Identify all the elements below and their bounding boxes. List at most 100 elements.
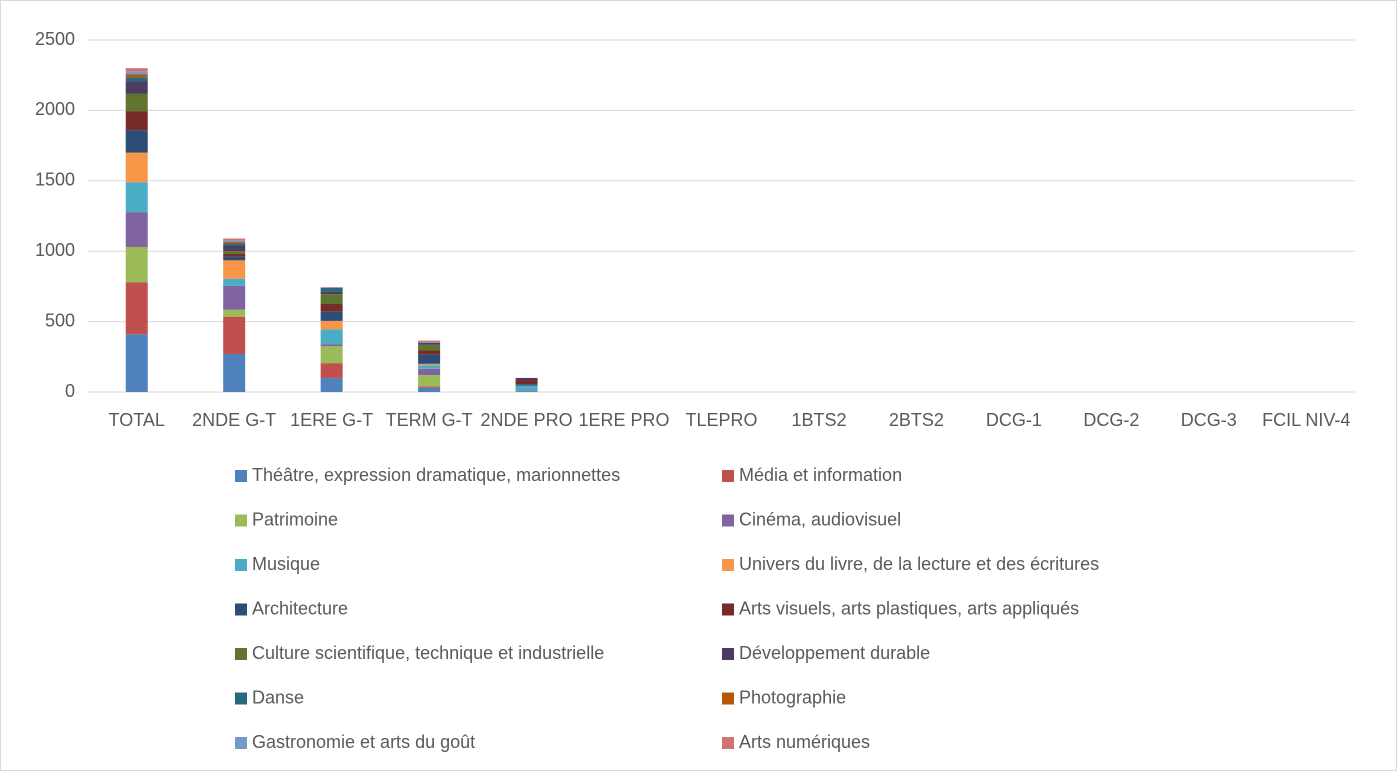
bar-segment [223, 240, 246, 243]
bar-segment [223, 353, 246, 392]
bar-segment [418, 365, 441, 369]
bar-segment [223, 238, 246, 241]
legend-swatch [722, 737, 734, 749]
bar-segment [223, 242, 246, 244]
legend-label: Gastronomie et arts du goût [252, 732, 475, 752]
bar-segment [223, 316, 246, 354]
legend-swatch [235, 559, 247, 571]
bar-segment [320, 287, 343, 292]
y-tick-label: 2000 [35, 99, 75, 119]
legend-swatch [235, 737, 247, 749]
bar-segment [515, 390, 538, 392]
bar-segment [515, 384, 538, 386]
legend-swatch [722, 692, 734, 705]
bar-segment [125, 246, 148, 283]
bar-segment [223, 309, 246, 317]
y-tick-label: 1000 [35, 240, 75, 260]
bar-segment [515, 391, 538, 392]
bar-segment [515, 377, 538, 381]
bar-segment [418, 386, 441, 388]
bar-segment [418, 387, 441, 392]
bar-segment [418, 354, 441, 364]
x-tick-label: 2BTS2 [889, 410, 944, 430]
legend-label: Photographie [739, 687, 846, 707]
bar-segment [418, 342, 441, 343]
bar-segment [320, 287, 343, 288]
bar-segment [125, 74, 148, 78]
bar-segment [223, 245, 246, 252]
legend-swatch [235, 470, 247, 482]
legend-swatch [235, 692, 247, 705]
legend-label: Développement durable [739, 643, 930, 663]
bar-segment [223, 278, 246, 286]
bar-segment [418, 342, 441, 345]
legend-label: Culture scientifique, technique et indus… [252, 643, 604, 663]
bar-segment [320, 311, 343, 321]
bar-segment [125, 182, 148, 213]
legend-label: Arts visuels, arts plastiques, arts appl… [739, 598, 1079, 618]
bar-segment [223, 254, 246, 257]
legend-swatch [722, 559, 734, 571]
x-tick-label: FCIL NIV-4 [1262, 410, 1350, 430]
legend-swatch [235, 603, 247, 616]
bar-segment [125, 93, 148, 112]
bar-segment [320, 363, 343, 378]
x-tick-label: 1ERE PRO [579, 410, 670, 430]
bar-segment [320, 377, 343, 392]
bar-segment [320, 294, 343, 304]
bar-segment [418, 340, 441, 343]
x-tick-label: 2NDE G-T [192, 410, 276, 430]
legend-label: Univers du livre, de la lecture et des é… [739, 554, 1099, 574]
bar-segment [223, 256, 246, 261]
x-tick-label: TOTAL [109, 410, 165, 430]
bar-segment [125, 152, 148, 183]
bar-segment [223, 251, 246, 255]
legend-swatch [722, 603, 734, 616]
legend-swatch [722, 470, 734, 482]
bar-segment [125, 77, 148, 82]
bar-segment [125, 282, 148, 335]
legend-label: Musique [252, 554, 320, 574]
y-tick-label: 500 [45, 310, 75, 330]
x-tick-label: TERM G-T [386, 410, 473, 430]
bar-segment [418, 350, 441, 355]
legend-label: Architecture [252, 598, 348, 618]
legend-swatch [235, 514, 247, 527]
x-tick-label: 1BTS2 [791, 410, 846, 430]
bar-segment [223, 260, 246, 279]
bar-segment [320, 346, 343, 364]
bar-segment [125, 71, 148, 75]
bar-segment [320, 344, 343, 347]
bar-segment [418, 363, 441, 366]
bar-segment [320, 329, 343, 345]
y-tick-label: 2500 [35, 29, 75, 49]
bar-segment [125, 334, 148, 392]
x-tick-label: 2NDE PRO [481, 410, 573, 430]
legend-swatch [235, 648, 247, 660]
bar-segment [125, 212, 148, 247]
bar-segment [125, 130, 148, 153]
legend-swatch [722, 648, 734, 660]
y-tick-label: 0 [65, 381, 75, 401]
bar-segment [515, 380, 538, 385]
x-tick-label: DCG-3 [1181, 410, 1237, 430]
bar-segment [515, 385, 538, 391]
bar-segment [125, 68, 148, 72]
bar-segment [223, 285, 246, 310]
x-tick-label: DCG-1 [986, 410, 1042, 430]
x-tick-label: 1ERE G-T [290, 410, 373, 430]
y-tick-label: 1500 [35, 170, 75, 190]
x-tick-label: DCG-2 [1083, 410, 1139, 430]
legend-label: Cinéma, audiovisuel [739, 509, 901, 529]
bar-segment [125, 111, 148, 131]
legend-label: Patrimoine [252, 509, 338, 529]
legend-label: Média et information [739, 465, 902, 485]
bar-segment [320, 320, 343, 330]
bar-segment [223, 243, 246, 246]
bar-segment [418, 375, 441, 387]
legend-label: Arts numériques [739, 732, 870, 752]
legend-swatch [722, 514, 734, 527]
bar-segment [418, 344, 441, 351]
